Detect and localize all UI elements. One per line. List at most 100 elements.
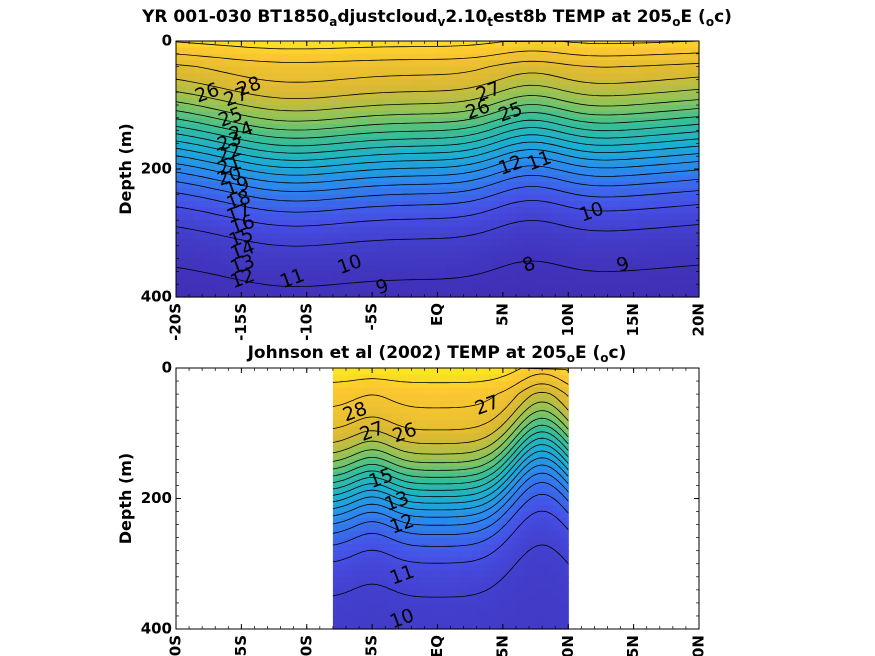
heatmap-cell: [324, 117, 334, 125]
heatmap-cell: [428, 194, 439, 202]
heatmap-cell: [463, 213, 473, 221]
heatmap-cell: [399, 570, 405, 578]
heatmap-cell: [594, 66, 604, 74]
heatmap-cell: [387, 439, 393, 447]
heatmap-cell: [564, 465, 569, 474]
heatmap-cell: [454, 156, 465, 164]
heatmap-cell: [611, 188, 622, 196]
heatmap-cell: [450, 387, 456, 395]
heatmap-cell: [324, 41, 334, 48]
heatmap-cell: [360, 452, 365, 460]
heatmap-cell: [379, 537, 385, 545]
heatmap-cell: [368, 465, 373, 474]
heatmap-cell: [481, 368, 487, 376]
heatmap-cell: [646, 226, 657, 234]
heatmap-cell: [437, 213, 447, 221]
heatmap-cell: [403, 609, 409, 617]
contour-19: [175, 127, 700, 154]
heatmap-cell: [489, 105, 500, 112]
heatmap-cell: [548, 609, 554, 617]
heatmap-cell: [529, 589, 534, 597]
heatmap-cell: [434, 400, 440, 408]
heatmap-cell: [428, 41, 439, 48]
heatmap-cell: [501, 557, 507, 565]
heatmap-cell: [341, 124, 351, 132]
heatmap-cell: [393, 47, 404, 55]
heatmap-cell: [364, 446, 369, 454]
heatmap-cell: [430, 400, 436, 408]
heatmap-cell: [637, 194, 648, 202]
heatmap-cell: [664, 201, 674, 208]
heatmap-cell: [367, 79, 378, 87]
heatmap-cell: [407, 433, 412, 441]
heatmap-cell: [507, 265, 517, 272]
heatmap-cell: [348, 394, 354, 402]
heatmap-cell: [427, 368, 432, 376]
heatmap-cell: [280, 258, 290, 266]
heatmap-cell: [352, 478, 358, 487]
heatmap-cell: [280, 162, 290, 170]
heatmap-cell: [387, 557, 393, 565]
heatmap-cell: [336, 589, 342, 597]
heatmap-cell: [481, 531, 487, 539]
heatmap-cell: [454, 478, 460, 487]
heatmap-cell: [428, 137, 439, 144]
heatmap-cell: [664, 284, 674, 292]
heatmap-cell: [637, 92, 648, 100]
heatmap-cell: [254, 66, 264, 74]
heatmap-cell: [513, 472, 518, 480]
heatmap-cell: [184, 213, 195, 221]
heatmap-cell: [544, 531, 550, 539]
heatmap-cell: [350, 92, 360, 100]
heatmap-cell: [280, 53, 290, 61]
heatmap-cell: [446, 111, 456, 119]
heatmap-cell: [470, 491, 475, 500]
heatmap-cell: [507, 277, 517, 285]
heatmap-cell: [350, 162, 360, 170]
heatmap-cell: [332, 557, 338, 565]
heatmap-cell: [350, 98, 360, 106]
heatmap-cell: [202, 252, 212, 260]
heatmap-cell: [423, 446, 428, 454]
heatmap-cell: [466, 374, 471, 382]
heatmap-cell: [672, 181, 683, 189]
heatmap-cell: [336, 420, 342, 428]
heatmap-cell: [411, 220, 421, 228]
heatmap-cell: [559, 47, 569, 55]
heatmap-cell: [263, 271, 273, 279]
heatmap-cell: [489, 181, 500, 189]
heatmap-cell: [442, 478, 448, 487]
heatmap-cell: [324, 137, 334, 144]
heatmap-cell: [450, 518, 456, 526]
heatmap-cell: [498, 130, 508, 138]
heatmap-cell: [559, 213, 569, 221]
heatmap-cell: [559, 226, 569, 234]
heatmap-cell: [202, 220, 212, 228]
heatmap-cell: [254, 117, 264, 125]
heatmap-cell: [501, 589, 507, 597]
heatmap-cell: [315, 98, 325, 106]
heatmap-cell: [454, 407, 460, 415]
heatmap-cell: [548, 550, 554, 558]
heatmap: [332, 368, 569, 630]
heatmap-cell: [470, 518, 475, 526]
heatmap-cell: [690, 265, 700, 272]
heatmap-cell: [501, 459, 507, 467]
heatmap-cell: [376, 602, 381, 611]
heatmap-cell: [348, 576, 354, 584]
heatmap-cell: [403, 433, 409, 441]
heatmap-cell: [474, 413, 479, 421]
heatmap-cell: [399, 498, 405, 506]
heatmap-cell: [385, 213, 395, 221]
heatmap-cell: [446, 66, 456, 74]
heatmap-cell: [470, 609, 475, 617]
heatmap-cell: [493, 472, 499, 480]
heatmap-cell: [481, 233, 491, 240]
heatmap-cell: [474, 374, 479, 382]
heatmap-cell: [360, 622, 365, 630]
heatmap-cell: [383, 615, 389, 624]
heatmap-cell: [533, 194, 543, 202]
heatmap-cell: [548, 531, 554, 539]
heatmap-cell: [664, 156, 674, 164]
heatmap-cell: [415, 563, 420, 571]
